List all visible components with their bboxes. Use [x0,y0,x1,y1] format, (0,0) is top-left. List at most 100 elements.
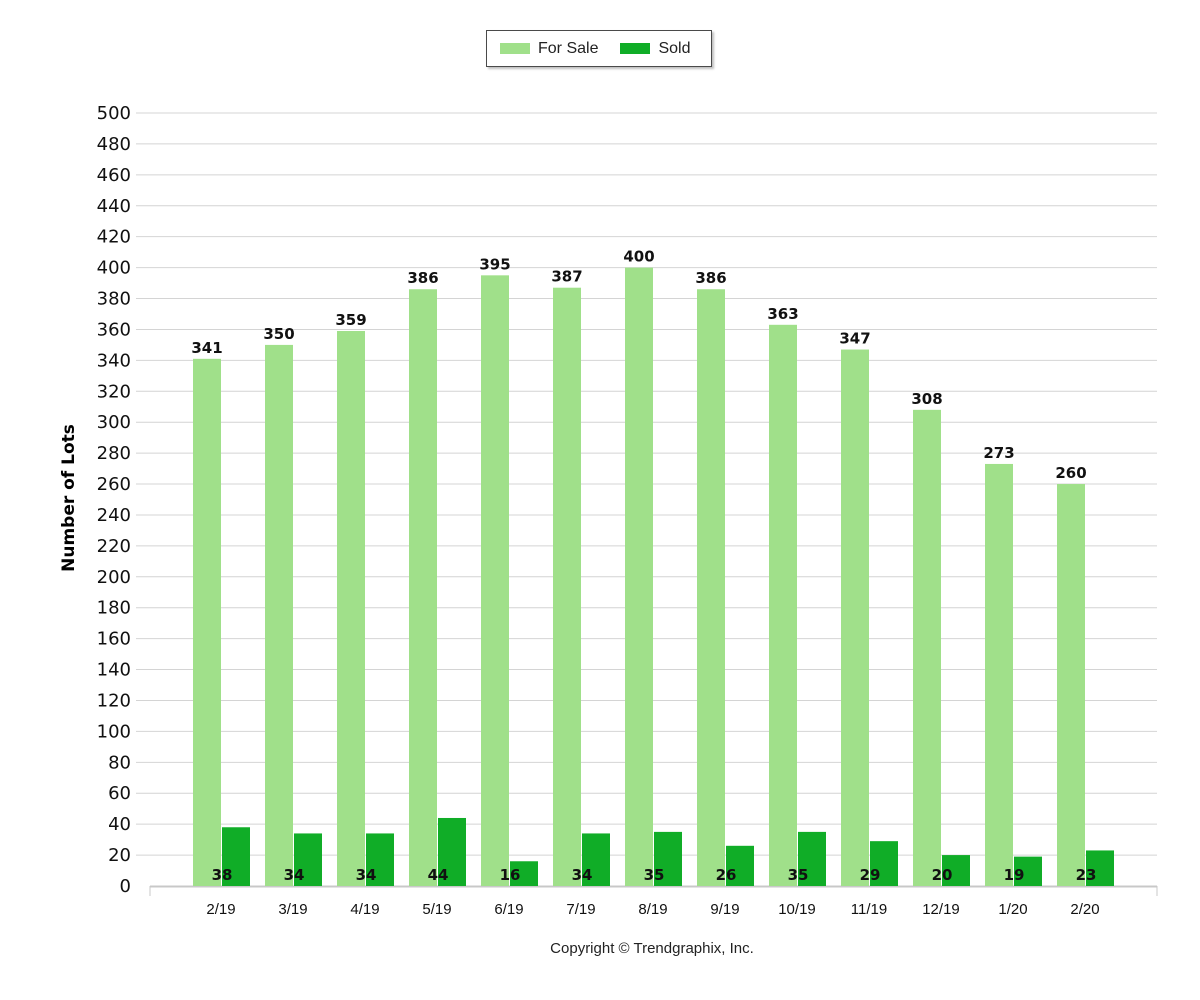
y-tick-label: 320 [97,381,131,402]
bar-for-sale [409,289,437,886]
y-tick-label: 180 [97,598,131,619]
bar-sold [798,831,826,886]
x-tick-label: 10/19 [778,901,816,918]
data-label-sold: 34 [356,866,377,884]
y-tick-label: 340 [97,350,131,371]
y-tick-label: 280 [97,443,131,464]
y-tick-label: 20 [108,845,131,866]
x-tick-label: 4/19 [350,901,379,918]
legend-label-sold: Sold [658,39,691,57]
y-tick-label: 160 [97,629,131,650]
y-tick-label: 360 [97,319,131,340]
bar-sold [1014,856,1042,886]
bar-for-sale [337,330,365,887]
data-label-for-sale: 350 [263,325,294,343]
y-tick-label: 480 [97,134,131,155]
data-label-sold: 16 [500,866,521,884]
data-label-sold: 29 [860,866,881,884]
copyright: Copyright © Trendgraphix, Inc. [550,940,754,957]
y-tick-label: 460 [97,165,131,186]
legend-swatch-for-sale [500,43,530,54]
data-label-sold: 44 [428,866,449,884]
y-tick-label: 260 [97,474,131,495]
data-label-sold: 34 [572,866,593,884]
y-axis-label: Number of Lots [59,424,79,572]
y-tick-label: 380 [97,289,131,310]
data-label-for-sale: 387 [551,268,582,286]
bars [193,267,1114,887]
y-tick-label: 120 [97,690,131,711]
y-tick-label: 440 [97,196,131,217]
bar-sold [366,833,394,886]
x-tick-label: 2/19 [206,901,235,918]
x-tick-label: 7/19 [566,901,595,918]
y-tick-label: 140 [97,660,131,681]
data-label-sold: 20 [932,866,953,884]
x-axis-ticks: 2/19 3/19 4/19 5/19 6/19 7/19 8/19 9/19 10/19 11/… [206,901,1099,918]
bar-for-sale [625,267,653,887]
y-tick-label: 200 [97,567,131,588]
legend-item-sold[interactable]: Sold [620,39,691,58]
y-axis-ticks: 0 20 40 60 80 100 120 140 160 180 200 220 240 260 280 3… [97,103,131,897]
y-tick-label: 300 [97,412,131,433]
x-tick-label: 9/19 [710,901,739,918]
x-tick-label: 8/19 [638,901,667,918]
data-label-for-sale: 386 [695,269,726,287]
data-label-sold: 19 [1004,866,1025,884]
bar-sold [510,861,538,886]
legend-label-for-sale: For Sale [538,39,599,57]
y-tick-label: 220 [97,536,131,557]
bar-sold [438,817,466,886]
legend: For Sale Sold [486,30,712,67]
y-tick-label: 80 [108,752,131,773]
bar-sold [222,827,250,886]
y-tick-label: 40 [108,814,131,835]
bar-sold [582,833,610,886]
bar-for-sale [841,349,869,887]
data-labels: 341 38 350 34 359 34 386 44 395 16 387 34 400 35 386 26… [191,248,1096,884]
bar-for-sale [265,344,293,886]
x-tick-label: 5/19 [422,901,451,918]
data-label-sold: 23 [1076,866,1097,884]
x-tick-label: 11/19 [851,901,887,918]
y-tick-label: 500 [97,103,131,124]
x-tick-label: 1/20 [998,901,1027,918]
bar-for-sale [697,289,725,886]
data-label-for-sale: 386 [407,269,438,287]
bar-for-sale [553,287,581,886]
y-tick-label: 420 [97,227,131,248]
legend-swatch-sold [620,43,651,54]
x-tick-label: 6/19 [494,901,523,918]
legend-item-for-sale[interactable]: For Sale [500,40,598,58]
data-label-sold: 35 [644,866,665,884]
bar-for-sale [769,324,797,886]
bar-sold [1086,850,1114,886]
data-label-for-sale: 341 [191,339,222,357]
data-label-sold: 35 [788,866,809,884]
bar-sold [294,833,322,886]
bar-for-sale [481,275,509,887]
data-label-for-sale: 400 [623,248,654,266]
data-label-sold: 34 [284,866,305,884]
data-label-sold: 26 [716,866,737,884]
bar-sold [654,831,682,886]
x-tick-label: 2/20 [1070,901,1099,918]
data-label-for-sale: 359 [335,311,366,329]
y-tick-label: 240 [97,505,131,526]
bar-sold [870,841,898,886]
data-label-for-sale: 308 [911,390,942,408]
y-tick-label: 100 [97,721,131,742]
bar-for-sale [1057,484,1085,886]
data-label-for-sale: 273 [983,444,1014,462]
data-label-for-sale: 363 [767,305,798,323]
bar-sold [942,855,970,886]
bar-for-sale [985,463,1013,886]
y-tick-label: 0 [120,876,131,897]
bar-for-sale [913,409,941,886]
data-label-sold: 38 [212,866,233,884]
y-tick-label: 60 [108,783,131,804]
x-tick-label: 3/19 [278,901,307,918]
bar-sold [726,845,754,886]
x-tick-label: 12/19 [922,901,960,918]
